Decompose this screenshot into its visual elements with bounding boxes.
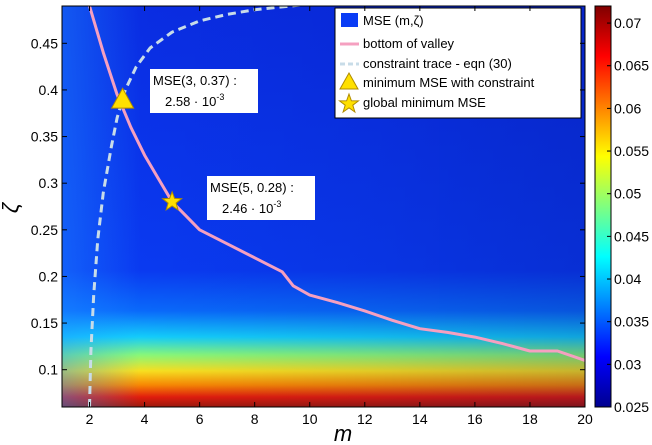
legend-triangle-icon <box>339 71 359 90</box>
series-valley-line <box>88 6 585 362</box>
y-tick-label: 0.35 <box>31 129 58 145</box>
colorbar-tick-label: 0.05 <box>614 186 641 202</box>
annotation-constraint: MSE(3, 0.37) : 2.58 · 10-3 <box>150 69 258 113</box>
legend-mse-label: MSE (m,ζ) <box>363 13 424 28</box>
x-tick-label: 14 <box>412 411 428 427</box>
legend-valley-label: bottom of valley <box>363 36 455 51</box>
y-tick-label: 0.3 <box>39 175 59 191</box>
x-tick-label: 4 <box>141 411 149 427</box>
x-tick-label: 10 <box>302 411 318 427</box>
annotation-global: MSE(5, 0.28) : 2.46 · 10-3 <box>207 176 315 220</box>
colorbar-tick-label: 0.055 <box>614 143 649 159</box>
svg-text:2.58 · 10-3: 2.58 · 10-3 <box>165 92 224 109</box>
annotation-global-exponent: -3 <box>273 199 281 209</box>
legend-entry-triangle: minimum MSE with constraint <box>339 71 535 90</box>
annotation-constraint-value: 2.58 · 10 <box>165 94 216 109</box>
colorbar-tick-label: 0.04 <box>614 271 641 287</box>
legend-entry-star: global minimum MSE <box>338 92 486 114</box>
x-tick-label: 12 <box>357 411 373 427</box>
legend-entry-valley: bottom of valley <box>340 36 455 51</box>
annotation-global-value: 2.46 · 10 <box>222 201 273 216</box>
legend: MSE (m,ζ) bottom of valley constraint tr… <box>334 7 582 119</box>
svg-text:2.46 · 10-3: 2.46 · 10-3 <box>222 199 281 216</box>
y-axis-label: ζ <box>0 201 23 213</box>
y-tick-label: 0.2 <box>39 268 59 284</box>
x-tick-label: 16 <box>467 411 483 427</box>
x-axis: 2 4 6 8 10 12 14 16 18 20 <box>86 6 593 427</box>
plot-frame <box>61 5 586 408</box>
legend-star-icon <box>338 92 360 114</box>
x-tick-label: 2 <box>86 411 94 427</box>
annotation-constraint-exponent: -3 <box>216 92 224 102</box>
x-tick-label: 8 <box>251 411 259 427</box>
colorbar-tick-label: 0.035 <box>614 314 649 330</box>
y-tick-label: 0.4 <box>39 82 59 98</box>
y-tick-label: 0.1 <box>39 362 59 378</box>
annotation-constraint-line1: MSE(3, 0.37) : <box>153 73 237 88</box>
colorbar-tick-label: 0.03 <box>614 356 641 372</box>
constraint-minimum-marker <box>110 87 135 109</box>
legend-constraint-label: constraint trace - eqn (30) <box>363 56 512 71</box>
legend-star-label: global minimum MSE <box>363 95 486 110</box>
legend-triangle-label: minimum MSE with constraint <box>363 75 535 90</box>
colorbar-tick-label: 0.045 <box>614 228 649 244</box>
y-tick-label: 0.15 <box>31 315 58 331</box>
annotation-global-line1: MSE(5, 0.28) : <box>210 180 294 195</box>
x-tick-label: 18 <box>522 411 538 427</box>
series-constraint-line <box>88 6 306 407</box>
y-tick-label: 0.25 <box>31 222 58 238</box>
x-axis-label: m <box>334 421 352 445</box>
x-tick-label: 20 <box>577 411 593 427</box>
colorbar-tick-label: 0.065 <box>614 58 649 74</box>
colorbar: 0.025 0.03 0.035 0.04 0.045 0.05 0.055 0.06 0.06… <box>594 5 649 415</box>
global-minimum-marker <box>161 190 183 212</box>
y-tick-label: 0.45 <box>31 35 58 51</box>
colorbar-tick-label: 0.06 <box>614 100 641 116</box>
y-axis: 0.1 0.15 0.2 0.25 0.3 0.35 0.4 0.45 <box>31 35 585 378</box>
legend-entry-constraint: constraint trace - eqn (30) <box>340 56 512 71</box>
legend-entry-mse: MSE (m,ζ) <box>341 13 424 28</box>
colorbar-gradient <box>594 5 612 408</box>
colorbar-tick-label: 0.07 <box>614 15 641 31</box>
legend-mse-swatch <box>341 13 358 27</box>
colorbar-tick-label: 0.025 <box>614 399 649 415</box>
x-tick-label: 6 <box>196 411 204 427</box>
